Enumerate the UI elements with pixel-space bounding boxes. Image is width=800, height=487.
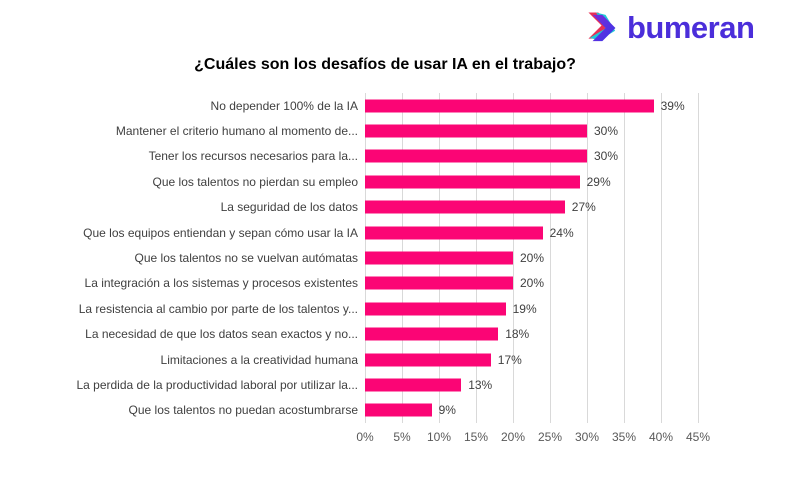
x-axis-tick-label: 10%: [426, 430, 451, 445]
bar-track: 24%: [365, 220, 698, 245]
bar-row: Limitaciones a la creatividad humana 17%: [45, 347, 755, 372]
chart-rows: No depender 100% de la IA 39% Mantener el …: [45, 93, 755, 423]
bar-track: 13%: [365, 372, 698, 397]
bar-track: 27%: [365, 195, 698, 220]
value-label: 27%: [571, 200, 596, 215]
bar-row: Mantener el criterio humano al momento d…: [45, 118, 755, 143]
gridline: [512, 93, 514, 423]
category-label: La seguridad de los datos: [220, 200, 358, 215]
bar: [365, 124, 587, 138]
value-label: 30%: [593, 149, 619, 164]
bar-row: Que los equipos entiendan y sepan cómo u…: [45, 220, 755, 245]
category-label: Mantener el criterio humano al momento d…: [115, 124, 358, 139]
bar: [365, 226, 543, 240]
bar-track: 20%: [365, 245, 698, 270]
bar: [365, 276, 513, 290]
bar-row: No depender 100% de la IA 39%: [45, 93, 755, 118]
bar: [365, 200, 565, 214]
bar-track: 19%: [365, 296, 698, 321]
value-label: 20%: [519, 251, 545, 266]
value-label: 30%: [593, 124, 619, 139]
category-label: Que los talentos no puedan acostumbrarse: [128, 403, 358, 418]
value-label: 20%: [519, 276, 545, 291]
category-label: La perdida de la productividad laboral p…: [76, 377, 358, 392]
chart-plot-area: No depender 100% de la IA 39% Mantener el …: [45, 93, 755, 446]
bar: [365, 353, 491, 367]
value-label: 19%: [512, 301, 537, 316]
gridline: [587, 93, 588, 423]
bar-row: Que los talentos no pierdan su empleo 29%: [45, 169, 755, 194]
bar: [365, 99, 654, 113]
chart-title: ¿Cuáles son los desafíos de usar IA en e…: [194, 56, 576, 73]
x-axis-tick-label: 25%: [537, 430, 563, 445]
x-axis-tick-label: 5%: [393, 430, 411, 445]
gridline: [624, 93, 625, 423]
bar-track: 20%: [365, 271, 698, 296]
value-label: 9%: [438, 403, 456, 418]
category-label: Que los equipos entiendan y sepan cómo u…: [83, 225, 358, 240]
gridline: [698, 93, 699, 423]
bar-chart: ¿Cuáles son los desafíos de usar IA en e…: [45, 55, 755, 446]
bumeran-logo: bumeran: [586, 7, 755, 49]
gridline: [550, 93, 551, 423]
x-axis-tick-label: 35%: [611, 430, 637, 445]
bar-track: 39%: [365, 93, 698, 118]
bar-row: La seguridad de los datos 27%: [45, 195, 755, 220]
bar-row: Tener los recursos necesarios para la...…: [45, 144, 755, 169]
category-label: Que los talentos no pierdan su empleo: [152, 174, 358, 189]
x-axis-tick-label: 40%: [648, 430, 673, 445]
bar-track: 30%: [365, 118, 698, 143]
bar-track: 30%: [365, 144, 698, 169]
bar-row: Que los talentos no puedan acostumbrarse…: [45, 398, 755, 423]
bar: [365, 403, 432, 417]
category-label: Que los talentos no se vuelvan autómatas: [134, 251, 358, 266]
bar: [365, 327, 499, 341]
bar-row: La integración a los sistemas y procesos…: [45, 271, 755, 296]
value-label: 29%: [586, 174, 611, 189]
gridline: [660, 93, 662, 423]
category-label: La necesidad de que los datos sean exact…: [85, 327, 358, 342]
bar-track: 29%: [365, 169, 698, 194]
value-label: 13%: [468, 377, 493, 392]
x-axis-tick-label: 20%: [500, 430, 525, 445]
category-label: Tener los recursos necesarios para la...: [148, 149, 358, 164]
value-label: 17%: [497, 352, 522, 367]
x-axis-tick-label: 0%: [356, 430, 374, 445]
bar-track: 9%: [365, 398, 698, 423]
bumeran-wordmark: bumeran: [627, 10, 755, 45]
x-axis-tick-label: 45%: [685, 430, 711, 445]
bumeran-logo-icon: [588, 12, 616, 42]
x-axis-tick-label: 30%: [574, 430, 600, 445]
x-axis: 0% 5% 10% 15% 20% 25% 30% 35% 40% 45%: [356, 430, 710, 446]
category-label: No depender 100% de la IA: [210, 98, 358, 113]
bar-row: La resistencia al cambio por parte de lo…: [45, 296, 755, 321]
logo-chevron-front-icon: [592, 14, 616, 42]
x-axis-tick-label: 15%: [463, 430, 489, 445]
bar-track: 17%: [365, 347, 698, 372]
bar: [365, 302, 506, 316]
bar: [365, 175, 580, 189]
bar: [365, 149, 587, 163]
bar-row: La perdida de la productividad laboral p…: [45, 372, 755, 397]
category-label: La integración a los sistemas y procesos…: [84, 276, 358, 291]
category-label: Limitaciones a la creatividad humana: [160, 352, 358, 367]
value-label: 18%: [505, 327, 530, 342]
category-label: La resistencia al cambio por parte de lo…: [78, 301, 358, 316]
bar: [365, 378, 462, 392]
bar-row: La necesidad de que los datos sean exact…: [45, 322, 755, 347]
bar: [365, 251, 513, 265]
value-label: 39%: [660, 98, 685, 113]
bar-row: Que los talentos no se vuelvan autómatas…: [45, 245, 755, 270]
bar-track: 18%: [365, 322, 698, 347]
value-label: 24%: [549, 225, 574, 240]
